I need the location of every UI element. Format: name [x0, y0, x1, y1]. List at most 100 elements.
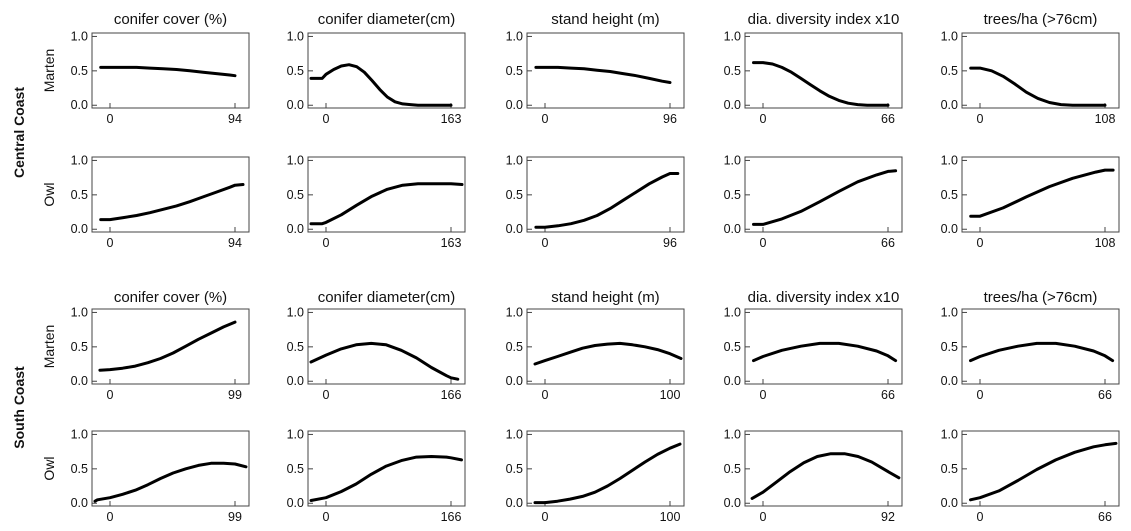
- y-tick-label: 0.5: [287, 340, 304, 354]
- panel: 1.0 0.5 0.0 0 96: [506, 153, 685, 250]
- species-label: Marten: [41, 325, 57, 369]
- column-title: stand height (m): [551, 289, 659, 306]
- y-tick-label: 0.0: [506, 374, 523, 388]
- x-tick-label: 0: [542, 236, 549, 250]
- y-tick-label: 0.5: [724, 462, 741, 476]
- x-tick-label: 0: [760, 388, 767, 402]
- y-tick-label: 0.0: [941, 374, 958, 388]
- panel: 1.0 0.5 0.0 0 94: [71, 153, 250, 250]
- response-curve: [969, 441, 1118, 502]
- response-curve: [969, 341, 1115, 363]
- y-tick-label: 0.0: [941, 496, 958, 510]
- plot-frame: [961, 308, 1120, 385]
- x-tick-label: 99: [228, 510, 242, 524]
- panel: conifer cover (%) 1.0 0.5 0.0 0 94: [71, 11, 250, 126]
- x-tick-label: 0: [977, 236, 984, 250]
- y-tick-label: 0.5: [506, 340, 523, 354]
- y-tick-label: 1.0: [724, 153, 741, 167]
- response-curve: [969, 168, 1115, 218]
- y-tick-label: 0.0: [724, 98, 741, 112]
- x-tick-label: 0: [323, 510, 330, 524]
- column-title: conifer cover (%): [114, 289, 227, 306]
- x-tick-label: 66: [881, 236, 895, 250]
- y-tick-label: 0.5: [941, 340, 958, 354]
- x-tick-label: 66: [1098, 510, 1112, 524]
- y-tick-label: 0.0: [287, 374, 304, 388]
- x-tick-label: 0: [107, 236, 114, 250]
- y-tick-label: 0.5: [71, 340, 88, 354]
- response-curve: [752, 169, 898, 226]
- column-title: trees/ha (>76cm): [984, 289, 1098, 306]
- response-curve: [99, 65, 237, 78]
- y-tick-label: 0.5: [506, 64, 523, 78]
- plot-frame: [526, 308, 685, 385]
- y-tick-label: 0.0: [71, 222, 88, 236]
- plot-frame: [744, 156, 903, 233]
- y-tick-label: 1.0: [71, 427, 88, 441]
- response-curve: [309, 455, 463, 502]
- plot-frame: [91, 156, 250, 233]
- response-curve: [534, 65, 672, 84]
- region-label: South Coast: [11, 366, 27, 449]
- y-tick-label: 0.5: [71, 462, 88, 476]
- response-curve: [752, 61, 890, 107]
- panel: 1.0 0.5 0.0 0 166: [287, 427, 466, 524]
- y-tick-label: 1.0: [71, 29, 88, 43]
- panel: 1.0 0.5 0.0 0 66: [724, 153, 903, 250]
- column-title: stand height (m): [551, 11, 659, 28]
- y-tick-label: 0.0: [287, 222, 304, 236]
- x-tick-label: 0: [107, 112, 114, 126]
- x-tick-label: 0: [323, 388, 330, 402]
- x-tick-label: 0: [542, 510, 549, 524]
- x-tick-label: 0: [323, 112, 330, 126]
- y-tick-label: 0.5: [71, 188, 88, 202]
- y-tick-label: 0.0: [724, 374, 741, 388]
- y-tick-label: 0.0: [941, 98, 958, 112]
- x-tick-label: 66: [881, 388, 895, 402]
- y-tick-label: 1.0: [287, 29, 304, 43]
- y-tick-label: 0.5: [506, 188, 523, 202]
- x-tick-label: 0: [977, 112, 984, 126]
- x-tick-label: 0: [977, 510, 984, 524]
- panel: 1.0 0.5 0.0 0 92: [724, 427, 903, 524]
- panel: dia. diversity index x10 1.0 0.5 0.0 0 66: [724, 289, 903, 402]
- column-title: trees/ha (>76cm): [984, 11, 1098, 28]
- panel: 1.0 0.5 0.0 0 108: [941, 153, 1120, 250]
- panel: trees/ha (>76cm) 1.0 0.5 0.0 0 108: [941, 11, 1120, 126]
- panel: 1.0 0.5 0.0 0 66: [941, 427, 1120, 524]
- y-tick-label: 1.0: [724, 305, 741, 319]
- panel: trees/ha (>76cm) 1.0 0.5 0.0 0 66: [941, 289, 1120, 402]
- plot-frame: [744, 32, 903, 109]
- x-tick-label: 0: [542, 112, 549, 126]
- response-curve: [534, 172, 680, 229]
- x-tick-label: 163: [441, 236, 462, 250]
- plot-frame: [744, 430, 903, 507]
- y-tick-label: 1.0: [506, 305, 523, 319]
- x-tick-label: 96: [663, 112, 677, 126]
- y-tick-label: 0.0: [287, 98, 304, 112]
- response-curve: [533, 442, 682, 505]
- y-tick-label: 0.5: [724, 64, 741, 78]
- x-tick-label: 100: [660, 510, 681, 524]
- y-tick-label: 0.0: [506, 222, 523, 236]
- x-tick-label: 0: [977, 388, 984, 402]
- y-tick-label: 1.0: [71, 305, 88, 319]
- response-curve: [309, 63, 453, 107]
- y-tick-label: 0.0: [724, 222, 741, 236]
- y-tick-label: 1.0: [724, 29, 741, 43]
- plot-frame: [91, 308, 250, 385]
- y-tick-label: 0.0: [71, 496, 88, 510]
- panel: 1.0 0.5 0.0 0 100: [506, 427, 685, 524]
- panel: stand height (m) 1.0 0.5 0.0 0 96: [506, 11, 685, 126]
- response-curve: [752, 341, 898, 363]
- y-tick-label: 1.0: [506, 427, 523, 441]
- panel: 1.0 0.5 0.0 0 99: [71, 427, 250, 524]
- y-tick-label: 0.5: [287, 188, 304, 202]
- y-tick-label: 0.0: [71, 98, 88, 112]
- column-title: dia. diversity index x10: [748, 289, 900, 306]
- panel: dia. diversity index x10 1.0 0.5 0.0 0 66: [724, 11, 903, 126]
- species-label: Owl: [41, 182, 57, 206]
- x-tick-label: 94: [228, 112, 242, 126]
- response-curve: [309, 341, 460, 381]
- y-tick-label: 1.0: [941, 153, 958, 167]
